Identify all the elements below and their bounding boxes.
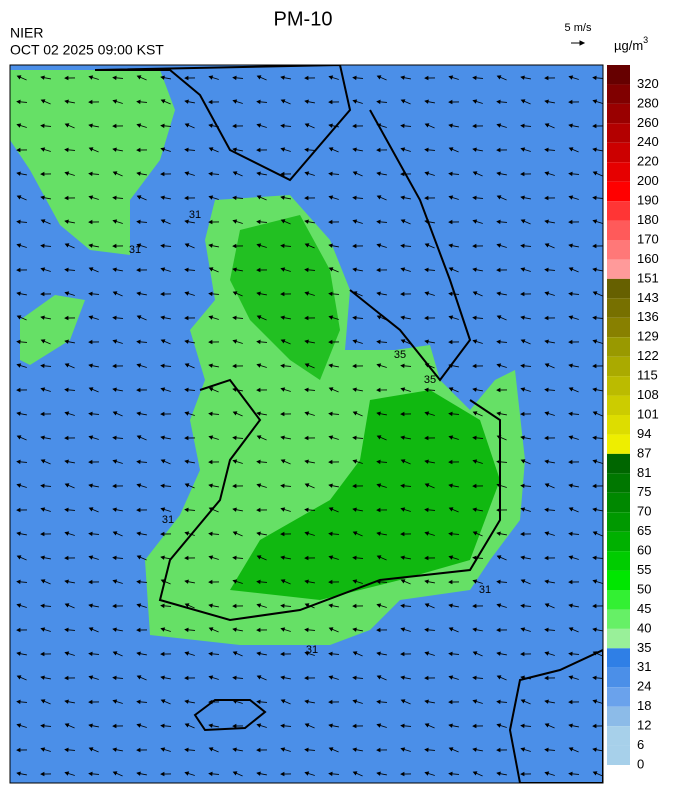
colorbar-label: 70 bbox=[637, 504, 651, 519]
colorbar-segment bbox=[607, 396, 630, 415]
contour-label: 31 bbox=[162, 514, 174, 526]
colorbar-segment bbox=[607, 123, 630, 142]
colorbar-segment bbox=[607, 648, 630, 667]
colorbar-segment bbox=[607, 201, 630, 220]
colorbar-segment bbox=[607, 571, 630, 590]
colorbar-segment bbox=[607, 454, 630, 473]
contour-label: 31 bbox=[189, 209, 201, 221]
colorbar-label: 180 bbox=[637, 212, 659, 227]
agency: NIER bbox=[10, 25, 43, 41]
colorbar-segment bbox=[607, 337, 630, 356]
contour-label: 31 bbox=[129, 244, 141, 256]
colorbar-segment bbox=[607, 746, 630, 765]
colorbar-segment bbox=[607, 415, 630, 434]
colorbar-segment bbox=[607, 182, 630, 201]
colorbar-segment bbox=[607, 609, 630, 628]
colorbar-label: 101 bbox=[637, 406, 659, 421]
colorbar-label: 40 bbox=[637, 620, 651, 635]
colorbar-segment bbox=[607, 532, 630, 551]
colorbar-label: 136 bbox=[637, 309, 659, 324]
colorbar-label: 24 bbox=[637, 679, 651, 694]
colorbar-segment bbox=[607, 279, 630, 298]
colorbar-segment bbox=[607, 376, 630, 395]
colorbar-segment bbox=[607, 357, 630, 376]
colorbar-segment bbox=[607, 551, 630, 570]
colorbar-label: 151 bbox=[637, 270, 659, 285]
colorbar-label: 94 bbox=[637, 426, 651, 441]
colorbar-segment bbox=[607, 162, 630, 181]
colorbar-label: 280 bbox=[637, 95, 659, 110]
colorbar-label: 55 bbox=[637, 562, 651, 577]
colorbar-label: 260 bbox=[637, 115, 659, 130]
colorbar-label: 65 bbox=[637, 523, 651, 538]
colorbar-label: 220 bbox=[637, 154, 659, 169]
colorbar-label: 122 bbox=[637, 348, 659, 363]
colorbar-segment bbox=[607, 65, 630, 84]
contour-label: 31 bbox=[479, 584, 491, 596]
colorbar-label: 50 bbox=[637, 581, 651, 596]
colorbar-label: 160 bbox=[637, 251, 659, 266]
colorbar-segment bbox=[607, 221, 630, 240]
colorbar-segment bbox=[607, 707, 630, 726]
colorbar-segment bbox=[607, 668, 630, 687]
title: PM-10 bbox=[274, 8, 333, 30]
colorbar-segment bbox=[607, 143, 630, 162]
wind-scale: 5 m/s bbox=[565, 22, 592, 34]
colorbar-label: 143 bbox=[637, 290, 659, 305]
colorbar: 3202802602402202001901801701601511431361… bbox=[607, 65, 659, 771]
colorbar-label: 35 bbox=[637, 640, 651, 655]
colorbar-label: 320 bbox=[637, 76, 659, 91]
colorbar-label: 87 bbox=[637, 445, 651, 460]
colorbar-segment bbox=[607, 473, 630, 492]
colorbar-label: 190 bbox=[637, 193, 659, 208]
colorbar-segment bbox=[607, 512, 630, 531]
colorbar-label: 12 bbox=[637, 718, 651, 733]
colorbar-label: 18 bbox=[637, 698, 651, 713]
colorbar-label: 75 bbox=[637, 484, 651, 499]
colorbar-segment bbox=[607, 493, 630, 512]
colorbar-label: 6 bbox=[637, 737, 644, 752]
contour-label: 35 bbox=[394, 349, 406, 361]
colorbar-segment bbox=[607, 687, 630, 706]
colorbar-segment bbox=[607, 726, 630, 745]
colorbar-segment bbox=[607, 84, 630, 103]
map: 31 31 31 31 31 35 35 bbox=[10, 65, 603, 783]
colorbar-label: 45 bbox=[637, 601, 651, 616]
colorbar-segment bbox=[607, 318, 630, 337]
wind-scale-arrow bbox=[571, 41, 584, 45]
colorbar-segment bbox=[607, 240, 630, 259]
datetime: OCT 02 2025 09:00 KST bbox=[10, 42, 164, 58]
colorbar-segment bbox=[607, 298, 630, 317]
colorbar-label: 200 bbox=[637, 173, 659, 188]
colorbar-segment bbox=[607, 259, 630, 278]
colorbar-label: 0 bbox=[637, 756, 644, 771]
colorbar-label: 240 bbox=[637, 134, 659, 149]
unit-base: µg/m bbox=[614, 38, 643, 53]
unit: µg/m3 bbox=[614, 35, 648, 53]
colorbar-label: 170 bbox=[637, 231, 659, 246]
colorbar-segment bbox=[607, 434, 630, 453]
colorbar-label: 81 bbox=[637, 465, 651, 480]
colorbar-segment bbox=[607, 629, 630, 648]
contour-label: 35 bbox=[424, 374, 436, 386]
colorbar-segment bbox=[607, 590, 630, 609]
colorbar-label: 129 bbox=[637, 329, 659, 344]
colorbar-label: 60 bbox=[637, 543, 651, 558]
contour-label: 31 bbox=[306, 644, 318, 656]
unit-sup: 3 bbox=[643, 35, 648, 45]
colorbar-segment bbox=[607, 104, 630, 123]
colorbar-label: 31 bbox=[637, 659, 651, 674]
colorbar-label: 115 bbox=[637, 368, 658, 383]
colorbar-label: 108 bbox=[637, 387, 659, 402]
